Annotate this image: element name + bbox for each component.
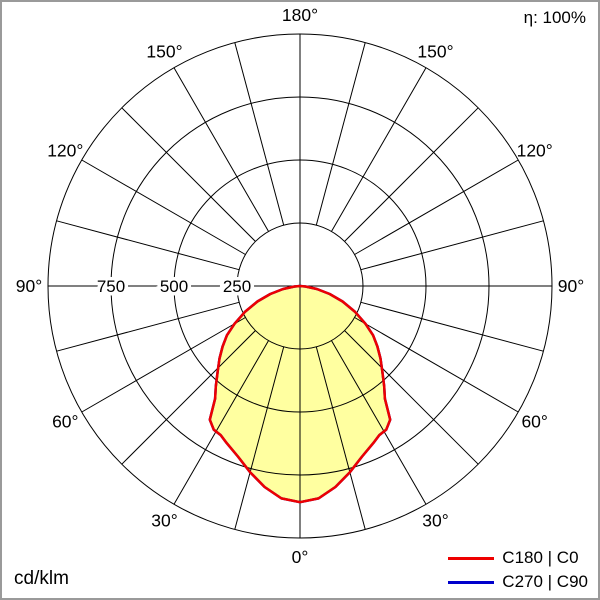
svg-text:150°: 150° — [146, 41, 182, 61]
legend-item-c180-c0: C180 | C0 — [448, 548, 579, 568]
svg-text:120°: 120° — [47, 141, 83, 161]
svg-text:250: 250 — [223, 277, 251, 296]
svg-text:750: 750 — [97, 277, 125, 296]
svg-text:30°: 30° — [422, 511, 448, 531]
svg-text:120°: 120° — [517, 141, 553, 161]
legend-line-c270-c90-icon — [448, 580, 495, 584]
svg-text:500: 500 — [160, 277, 188, 296]
svg-text:60°: 60° — [52, 412, 78, 432]
svg-text:30°: 30° — [151, 511, 177, 531]
intensity-curve-0 — [208, 284, 392, 504]
svg-text:90°: 90° — [558, 276, 584, 296]
radial-labels: 250 500 750 — [93, 274, 254, 300]
efficiency-label: η: 100% — [523, 8, 586, 27]
legend-line-c180-c0-icon — [448, 556, 495, 560]
svg-text:0°: 0° — [292, 547, 309, 567]
legend-label-c270-c90: C270 | C90 — [502, 572, 588, 591]
svg-text:60°: 60° — [521, 412, 547, 432]
unit-label: cd/klm — [14, 568, 69, 589]
legend-label-c180-c0: C180 | C0 — [502, 548, 579, 567]
angle-labels: 0° 30° 30° 60° 60° 90° 90° 120° 120° 150° 150° 180° — [16, 5, 584, 567]
svg-text:90°: 90° — [16, 276, 42, 296]
angular-grid — [48, 34, 552, 538]
legend-item-c270-c90: C270 | C90 — [448, 572, 588, 592]
svg-text:180°: 180° — [282, 5, 318, 25]
legend: C180 | C0 C270 | C90 — [448, 548, 588, 592]
svg-text:150°: 150° — [417, 41, 453, 61]
